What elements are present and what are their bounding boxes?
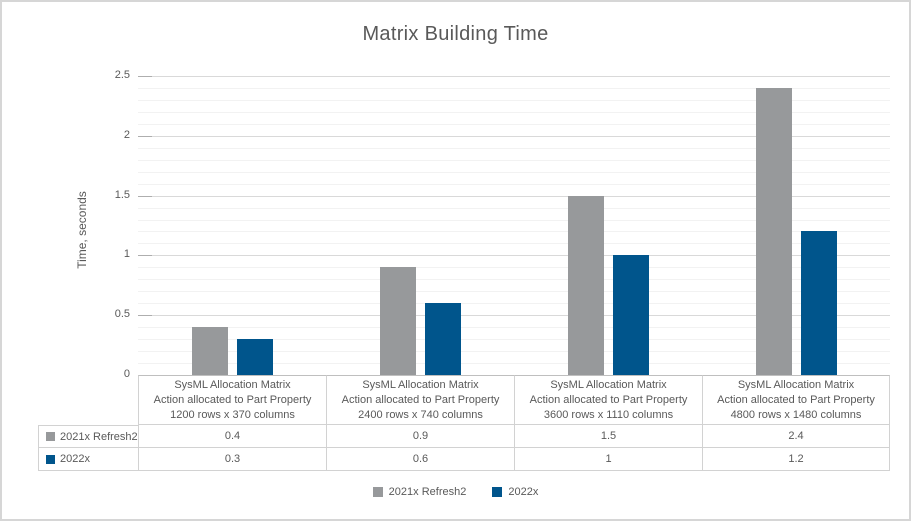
- gridline-minor: [138, 291, 890, 292]
- category-header-line: SysML Allocation Matrix: [362, 378, 479, 391]
- y-axis-tick-mark: [138, 255, 152, 256]
- table-value-cell: 0.3: [138, 448, 326, 471]
- category-header-cell: SysML Allocation Matrix Action allocated …: [702, 375, 890, 425]
- category-header-line: 2400 rows x 740 columns: [358, 408, 483, 421]
- table-value-cell: 2.4: [702, 425, 890, 448]
- gridline-major: [138, 196, 890, 197]
- series-swatch-icon: [46, 432, 55, 441]
- data-table: SysML Allocation Matrix Action allocated …: [38, 375, 890, 471]
- series-name: 2022x: [60, 453, 90, 465]
- category-header-line: Action allocated to Part Property: [341, 393, 500, 406]
- table-value-cell: 0.4: [138, 425, 326, 448]
- gridline-minor: [138, 100, 890, 101]
- category-header-cell: SysML Allocation Matrix Action allocated …: [138, 375, 326, 425]
- gridline-minor: [138, 363, 890, 364]
- gridline-minor: [138, 231, 890, 232]
- bar-2022x: [237, 339, 273, 375]
- y-axis-tick-mark: [138, 136, 152, 137]
- table-value-cell: 1.2: [702, 448, 890, 471]
- table-value-cell: 0.9: [326, 425, 514, 448]
- gridline-minor: [138, 184, 890, 185]
- category-header-line: SysML Allocation Matrix: [737, 378, 855, 391]
- gridline-minor: [138, 303, 890, 304]
- gridline-minor: [138, 124, 890, 125]
- legend-swatch-icon: [372, 487, 383, 497]
- gridline-minor: [138, 88, 890, 89]
- table-value-cell: 1: [514, 448, 702, 471]
- bar-2022x: [425, 303, 461, 375]
- gridline-minor: [138, 172, 890, 173]
- y-axis-tick-mark: [138, 315, 152, 316]
- chart-title: Matrix Building Time: [362, 23, 549, 45]
- y-axis-tick-label: 1: [123, 248, 130, 261]
- gridline-minor: [138, 160, 890, 161]
- gridline-minor: [138, 267, 890, 268]
- plot-area: [138, 76, 890, 375]
- category-header-line: Action allocated to Part Property: [717, 393, 875, 406]
- gridline-major: [138, 76, 890, 77]
- legend-swatch-icon: [492, 487, 503, 497]
- gridline-minor: [138, 339, 890, 340]
- category-header-line: 1200 rows x 370 columns: [170, 408, 295, 421]
- bar-2021x-refresh2: [380, 267, 416, 375]
- gridline-major: [138, 136, 890, 137]
- bar-2021x-refresh2: [192, 327, 228, 375]
- table-corner-cell: [38, 375, 138, 425]
- bar-2021x-refresh2: [756, 88, 792, 375]
- series-swatch-icon: [46, 454, 55, 464]
- series-row-label: 2021x Refresh2: [38, 425, 138, 448]
- table-value-cell: 1.5: [514, 425, 702, 448]
- category-header-cell: SysML Allocation Matrix Action allocated …: [326, 375, 514, 425]
- gridline-minor: [138, 208, 890, 209]
- series-name: 2021x Refresh2: [60, 430, 138, 443]
- y-axis-tick-label: 0: [123, 368, 130, 380]
- bar-2022x: [801, 231, 837, 375]
- bar-2021x-refresh2: [568, 196, 604, 375]
- category-header-line: SysML Allocation Matrix: [550, 378, 667, 391]
- gridline-minor: [138, 279, 890, 280]
- legend-item: 2022x: [492, 486, 538, 498]
- legend: 2021x Refresh2 2022x: [2, 486, 909, 498]
- category-header-line: SysML Allocation Matrix: [174, 378, 291, 391]
- y-axis-tick-label: 0.5: [114, 308, 130, 321]
- gridline-minor: [138, 220, 890, 221]
- table-value-cell: 0.6: [326, 448, 514, 471]
- gridline-minor: [138, 148, 890, 149]
- legend-label: 2021x Refresh2: [388, 486, 467, 498]
- gridline-minor: [138, 327, 890, 328]
- y-axis-tick-mark: [138, 196, 152, 197]
- legend-label: 2022x: [508, 486, 539, 498]
- category-header-line: 3600 rows x 1110 columns: [543, 408, 674, 421]
- gridline-minor: [138, 351, 890, 352]
- category-header-line: Action allocated to Part Property: [529, 393, 688, 406]
- gridline-major: [138, 255, 890, 256]
- y-axis-tick-label: 1.5: [114, 188, 130, 201]
- category-header-line: Action allocated to Part Property: [153, 393, 312, 406]
- series-row-label: 2022x: [38, 448, 138, 471]
- gridline-minor: [138, 243, 890, 244]
- y-axis-tick-label: 2: [123, 128, 130, 141]
- y-axis-tick-label: 2.5: [114, 69, 130, 81]
- gridline-major: [138, 315, 890, 316]
- y-axis-tick-mark: [138, 76, 152, 77]
- category-header-line: 4800 rows x 1480 columns: [730, 408, 862, 421]
- category-header-cell: SysML Allocation Matrix Action allocated …: [514, 375, 702, 425]
- bar-2022x: [613, 255, 649, 375]
- legend-item: 2021x Refresh2: [372, 486, 467, 498]
- gridline-minor: [138, 112, 890, 113]
